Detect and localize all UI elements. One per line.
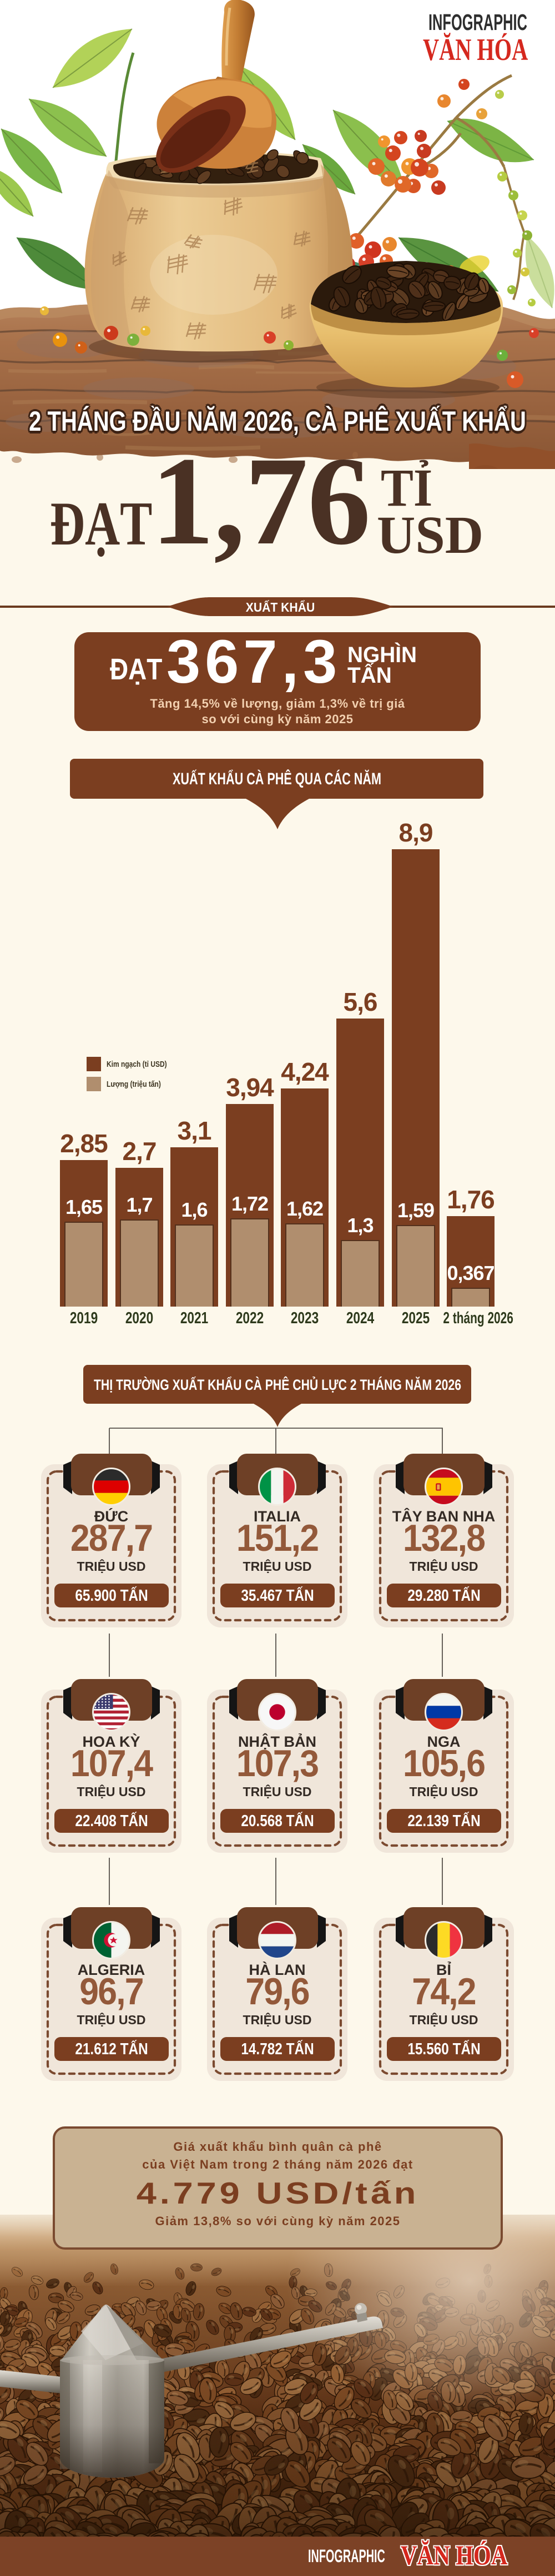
svg-text:XUẤT KHẨU: XUẤT KHẨU xyxy=(246,600,315,614)
